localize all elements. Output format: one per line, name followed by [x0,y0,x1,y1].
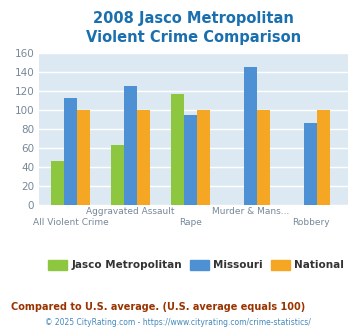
Bar [77,110,90,205]
Legend: Jasco Metropolitan, Missouri, National: Jasco Metropolitan, Missouri, National [44,255,348,274]
Bar [244,67,257,205]
Bar [111,145,124,205]
Bar [317,110,331,205]
Bar [304,123,317,205]
Bar [197,110,210,205]
Text: © 2025 CityRating.com - https://www.cityrating.com/crime-statistics/: © 2025 CityRating.com - https://www.city… [45,318,310,327]
Bar [171,94,184,205]
Text: Compared to U.S. average. (U.S. average equals 100): Compared to U.S. average. (U.S. average … [11,302,305,312]
Bar [257,110,270,205]
Bar [137,110,150,205]
Bar [184,115,197,205]
Title: 2008 Jasco Metropolitan
Violent Crime Comparison: 2008 Jasco Metropolitan Violent Crime Co… [86,11,301,45]
Bar [51,161,64,205]
Bar [124,86,137,205]
Bar [64,98,77,205]
